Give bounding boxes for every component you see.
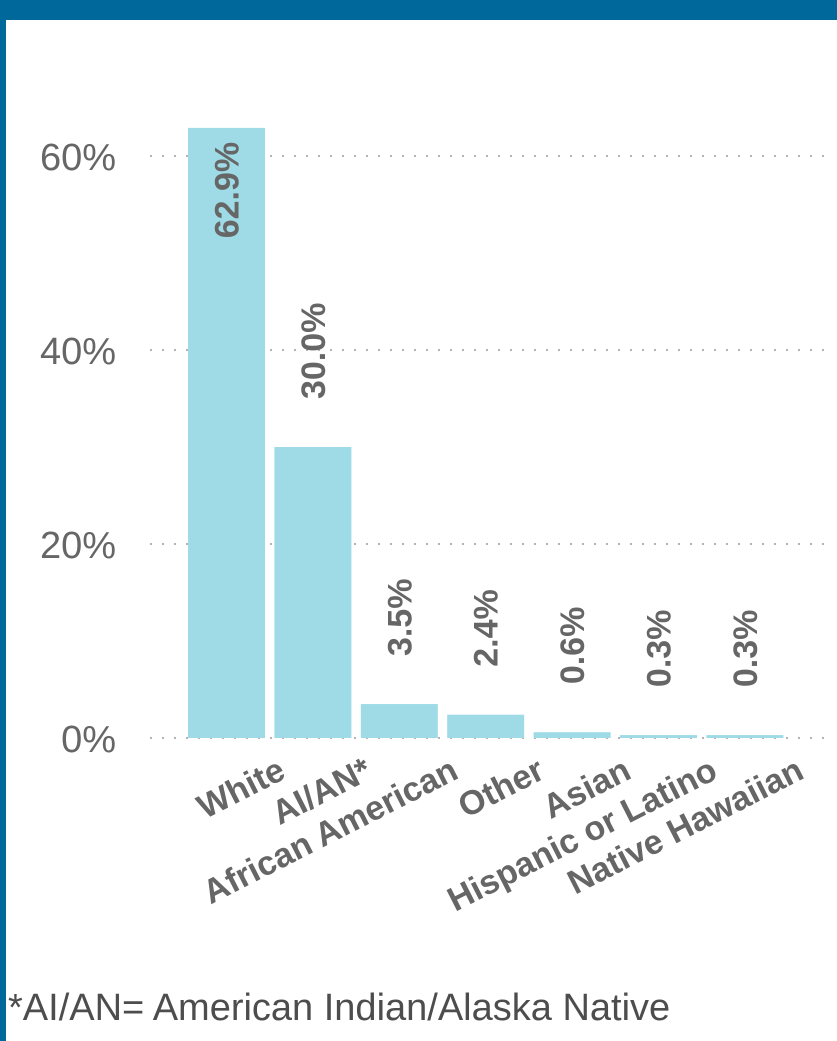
y-tick-label: 40% [40,331,116,373]
bar [447,714,525,738]
bar [706,735,784,738]
category-label: Other [452,751,550,826]
value-label: 0.6% [554,607,592,685]
bar [533,732,611,738]
y-tick-label: 0% [61,719,116,761]
y-tick-label: 20% [40,525,116,567]
bar [360,704,438,738]
bar [274,447,352,738]
bar [620,735,697,738]
value-label: 0.3% [727,610,765,688]
value-label: 2.4% [468,589,506,667]
value-label: 30.0% [295,303,333,399]
bar [188,127,265,739]
left-accent-bar [0,0,6,1041]
value-label: 0.3% [641,610,679,688]
footnote: *AI/AN= American Indian/Alaska Native [8,987,671,1029]
y-tick-label: 60% [40,137,116,179]
value-label: 3.5% [381,579,419,657]
top-accent-bar [0,0,837,20]
bar-chart: 0%20%40%60% 62.9%White30.0%AI/AN*3.5%Afri… [40,127,830,919]
value-label: 62.9% [209,142,247,238]
